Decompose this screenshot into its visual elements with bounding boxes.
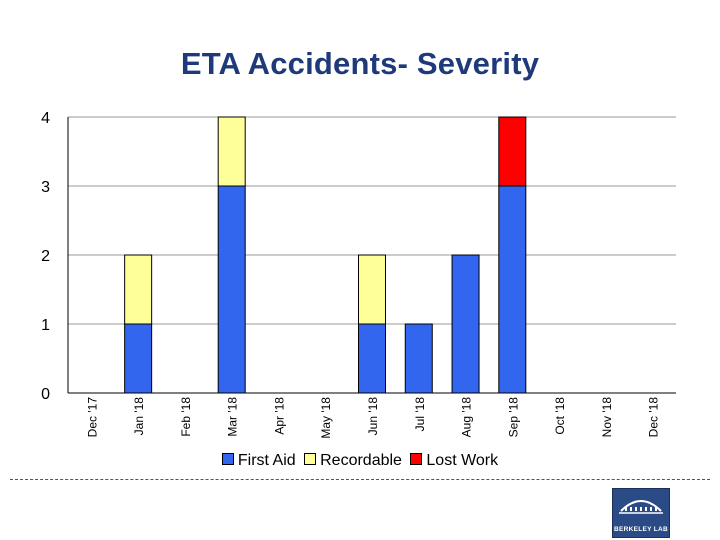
x-tick-label-12: Dec '18 [647, 397, 661, 438]
legend-label-recordable: Recordable [320, 452, 402, 469]
bar-first-aid-3 [217, 185, 246, 394]
x-tick-label-8: Aug '18 [460, 397, 474, 438]
bar-recordable-1 [124, 254, 153, 325]
y-tick-label-0: 0 [41, 386, 50, 403]
legend-item-recordable: Recordable [304, 452, 402, 470]
x-tick-label-4: Apr '18 [272, 397, 286, 435]
bar-first-aid-1 [124, 323, 153, 394]
bar-lost-work-9 [498, 116, 527, 187]
berkeley-lab-logo: BERKELEY LAB [612, 488, 670, 538]
y-tick-label-1: 1 [41, 317, 50, 334]
footer-divider [10, 479, 710, 480]
y-tick-label-3: 3 [41, 179, 50, 196]
y-tick-label-4: 4 [41, 110, 50, 127]
bar-first-aid-9 [498, 185, 527, 394]
slide-title: ETA Accidents- Severity [180, 46, 540, 81]
x-tick-label-0: Dec '17 [85, 397, 99, 438]
legend-label-first-aid: First Aid [237, 452, 296, 469]
x-tick-label-9: Sep '18 [506, 397, 520, 438]
bar-recordable-3 [217, 116, 246, 187]
x-tick-label-10: Oct '18 [553, 397, 567, 435]
x-tick-label-1: Jan '18 [132, 397, 146, 436]
x-tick-label-6: Jun '18 [366, 397, 380, 436]
legend-item-first-aid: First Aid [221, 452, 296, 470]
bar-first-aid-8 [451, 254, 480, 394]
x-tick-label-11: Nov '18 [600, 397, 614, 438]
legend-label-lost-work: Lost Work [426, 452, 499, 469]
bar-first-aid-6 [358, 323, 386, 394]
bar-recordable-6 [358, 254, 386, 325]
y-tick-label-2: 2 [41, 248, 50, 265]
lab-building-icon [619, 500, 663, 514]
chart-legend: First Aid Recordable Lost Work [0, 452, 720, 470]
legend-item-lost-work: Lost Work [410, 452, 498, 470]
x-tick-label-7: Jul '18 [413, 397, 427, 432]
x-tick-label-5: May '18 [319, 397, 333, 439]
bar-first-aid-7 [404, 323, 433, 394]
x-tick-label-3: Mar '18 [226, 397, 240, 437]
x-tick-label-2: Feb '18 [179, 397, 193, 437]
legend-swatch-recordable [304, 453, 317, 465]
legend-swatch-first-aid [221, 453, 234, 465]
legend-swatch-lost-work [410, 453, 423, 465]
logo-text: BERKELEY LAB [613, 526, 669, 533]
